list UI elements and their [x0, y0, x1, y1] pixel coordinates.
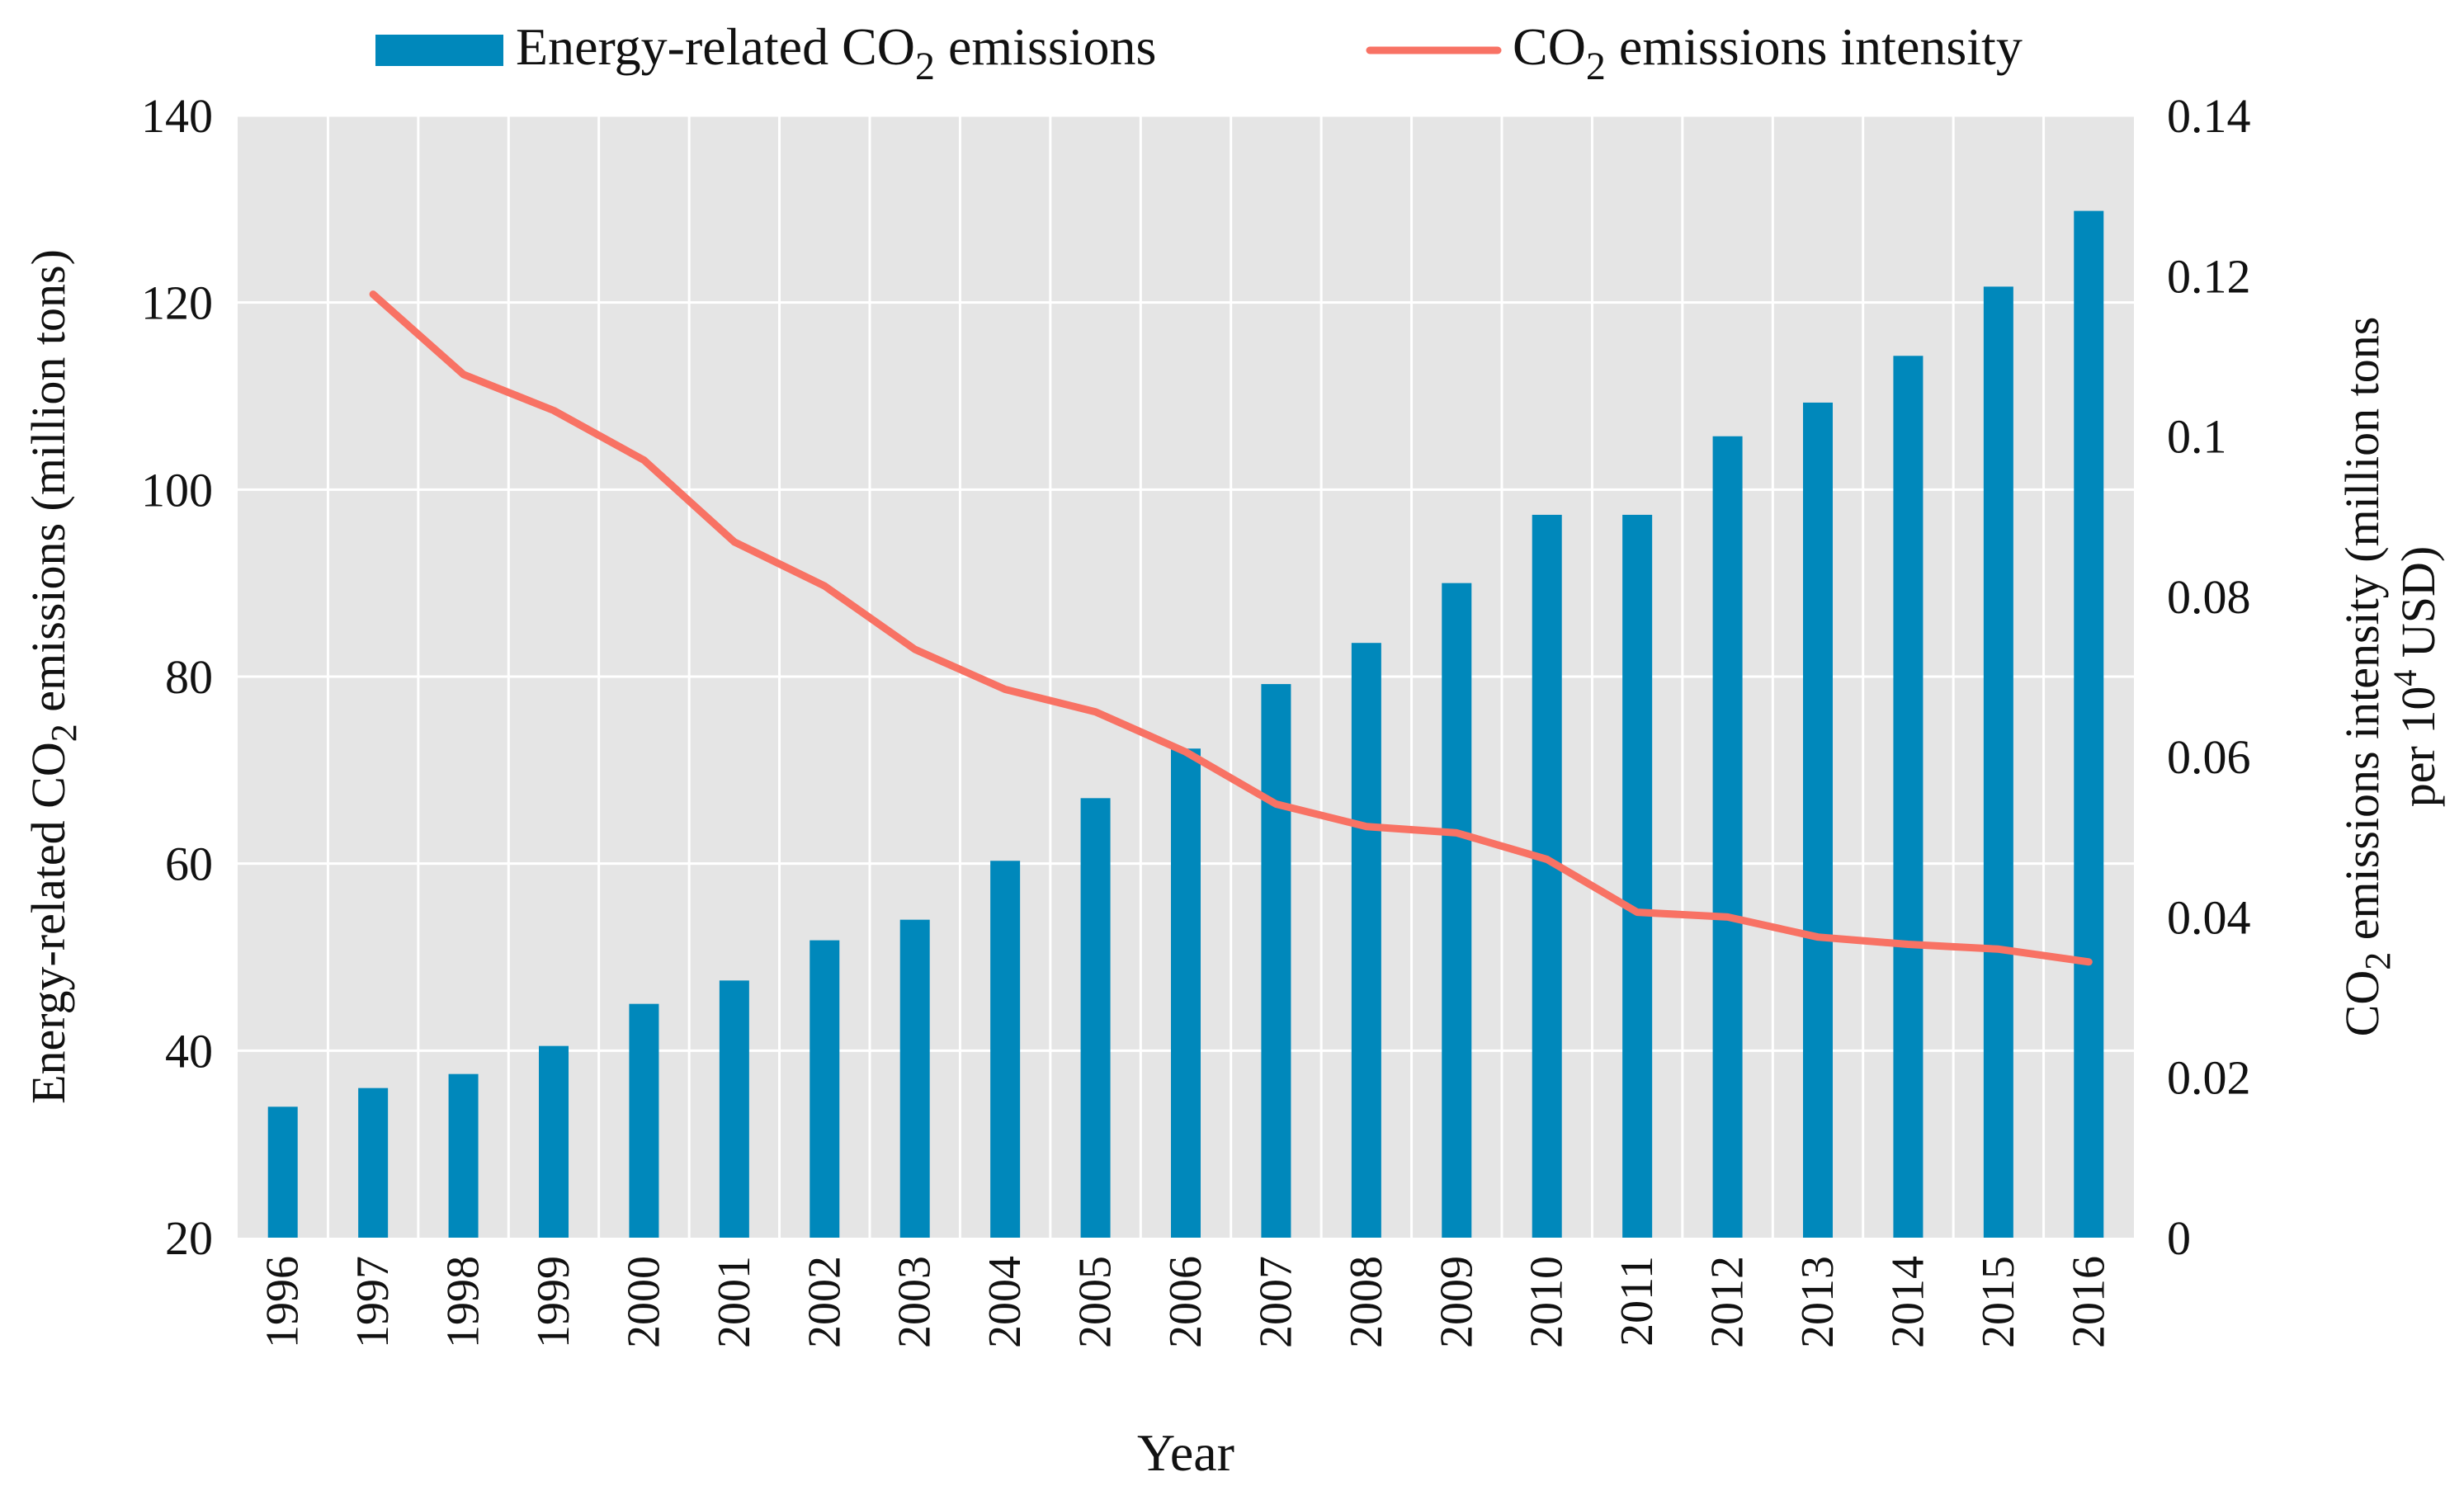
y-axis-left-title: Energy-related CO2 emissions (million to…	[21, 249, 84, 1104]
x-tick-label: 2002	[799, 1256, 850, 1348]
x-tick-label: 2001	[709, 1256, 760, 1348]
bar-2002	[810, 941, 839, 1238]
bar-2011	[1622, 515, 1652, 1238]
x-tick-label: 2005	[1070, 1256, 1121, 1348]
legend-line-label: CO2 emissions intensity	[1513, 17, 2023, 88]
y-right-tick-label: 0	[2167, 1211, 2191, 1265]
y-right-tick-label: 0.02	[2167, 1051, 2251, 1105]
legend: Energy-related CO2 emissions CO2 emissio…	[375, 17, 2023, 88]
y-left-tick-label: 40	[165, 1024, 213, 1078]
y-left-tick-label: 60	[165, 837, 213, 891]
x-tick-label: 1996	[257, 1256, 309, 1348]
y-right-tick-label: 0.1	[2167, 410, 2227, 464]
x-tick-label: 2010	[1522, 1256, 1573, 1348]
bar-2009	[1442, 583, 1471, 1238]
y-left-tick-label: 140	[141, 89, 213, 143]
x-axis-title: Year	[1137, 1423, 1234, 1482]
bar-2005	[1081, 798, 1111, 1238]
y-left-tick-label: 100	[141, 463, 213, 517]
x-tick-label: 2000	[618, 1256, 669, 1348]
y-right-tick-label: 0.14	[2167, 89, 2251, 143]
y-left-tick-label: 120	[141, 276, 213, 330]
x-tick-label: 2011	[1612, 1256, 1663, 1347]
x-tick-label: 2008	[1341, 1256, 1392, 1348]
bar-2013	[1803, 403, 1833, 1238]
bar-2006	[1171, 748, 1201, 1238]
bar-2000	[629, 1004, 658, 1238]
x-tick-label: 2016	[2063, 1256, 2114, 1348]
y-axis-left: 20 40 60 80 100 120 140	[141, 89, 213, 1265]
legend-bar-swatch	[375, 35, 503, 66]
x-tick-label: 2015	[1973, 1256, 2024, 1348]
bar-1999	[539, 1046, 569, 1238]
x-tick-label: 2009	[1431, 1256, 1482, 1348]
bar-2014	[1893, 356, 1923, 1238]
y-axis-right: 0 0.02 0.04 0.06 0.08 0.1 0.12 0.14	[2167, 89, 2251, 1265]
x-tick-label: 2014	[1882, 1256, 1933, 1348]
x-tick-label: 1997	[347, 1256, 399, 1348]
y-axis-right-title-line2: per 104 USD)	[2386, 546, 2445, 807]
y-right-tick-label: 0.06	[2167, 730, 2251, 784]
bar-2004	[990, 861, 1020, 1238]
y-left-tick-label: 20	[165, 1211, 213, 1265]
bar-1997	[358, 1088, 388, 1238]
bar-2016	[2074, 211, 2103, 1238]
bar-2015	[1984, 286, 2013, 1238]
bar-1998	[449, 1074, 479, 1238]
bar-2012	[1713, 436, 1743, 1238]
bar-2008	[1352, 643, 1381, 1238]
x-tick-label: 2007	[1250, 1256, 1301, 1348]
x-tick-label: 2006	[1160, 1256, 1211, 1348]
x-tick-label: 2004	[979, 1256, 1031, 1348]
bar-2010	[1532, 515, 1562, 1238]
y-right-tick-label: 0.04	[2167, 890, 2251, 944]
bar-2007	[1261, 684, 1291, 1238]
x-tick-label: 1999	[528, 1256, 579, 1348]
x-axis: 1996 1997 1998 1999 2000 2001 2002 2003 2004 2005…	[257, 1256, 2115, 1348]
x-tick-label: 2003	[890, 1256, 941, 1348]
bar-2003	[900, 920, 930, 1238]
legend-bar-label: Energy-related CO2 emissions	[516, 17, 1156, 88]
y-right-tick-label: 0.12	[2167, 249, 2251, 303]
bar-1996	[268, 1106, 298, 1238]
x-tick-label: 2013	[1792, 1256, 1843, 1348]
y-left-tick-label: 80	[165, 650, 213, 704]
x-tick-label: 1998	[438, 1256, 489, 1348]
bar-2001	[720, 980, 749, 1238]
y-right-tick-label: 0.08	[2167, 570, 2251, 624]
x-tick-label: 2012	[1702, 1256, 1754, 1348]
